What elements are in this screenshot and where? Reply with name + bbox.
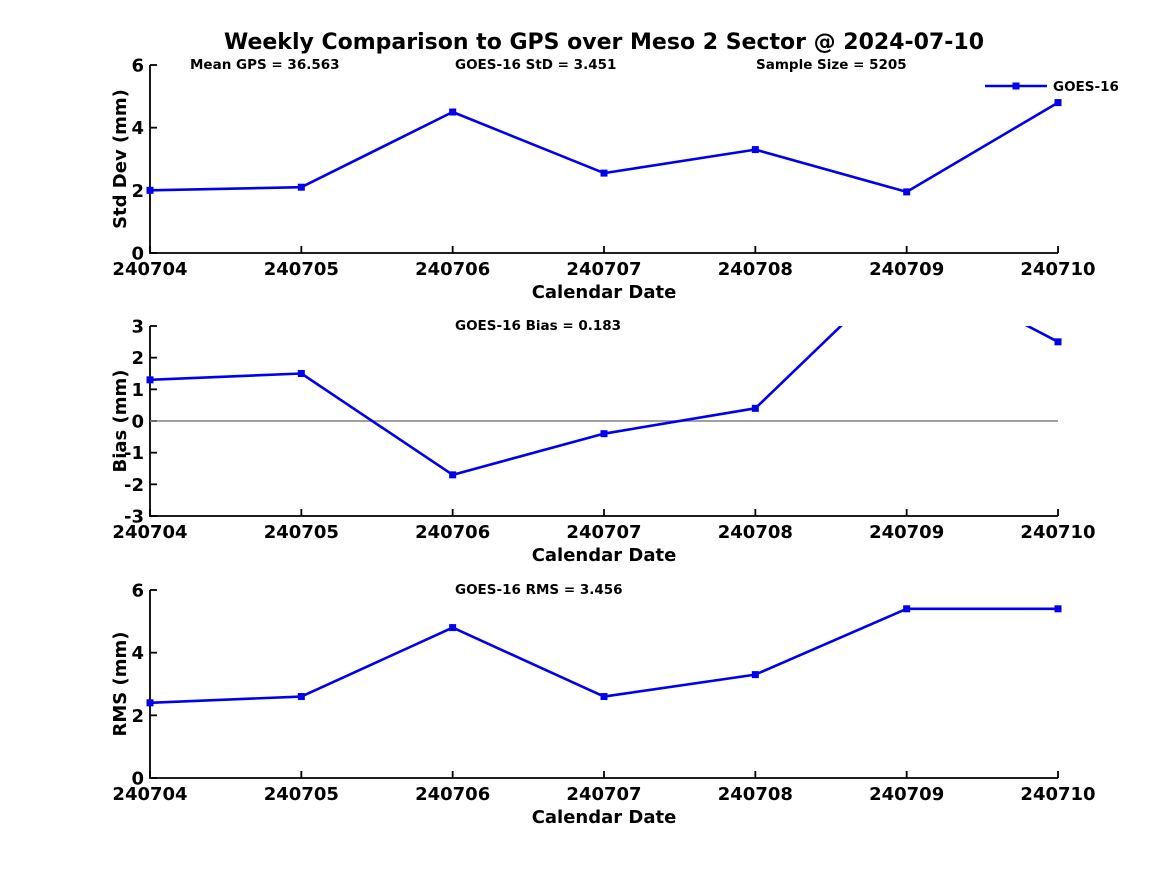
data-point-marker bbox=[146, 186, 154, 194]
x-tick-label: 240707 bbox=[566, 522, 641, 543]
data-point-marker bbox=[600, 169, 608, 177]
data-point-marker bbox=[297, 693, 305, 701]
y-tick-label: 2 bbox=[131, 181, 144, 202]
x-tick-label: 240704 bbox=[112, 259, 187, 280]
figure-title: Weekly Comparison to GPS over Meso 2 Sec… bbox=[224, 30, 984, 55]
subplot-annotation: GOES-16 StD = 3.451 bbox=[455, 57, 616, 73]
y-tick-label: 4 bbox=[131, 643, 144, 664]
x-tick-label: 240707 bbox=[566, 784, 641, 805]
data-point-marker bbox=[297, 370, 305, 377]
data-point-marker bbox=[146, 699, 154, 707]
x-tick-label: 240709 bbox=[869, 784, 944, 805]
data-point-marker bbox=[146, 376, 154, 384]
y-tick-label: -1 bbox=[124, 443, 144, 464]
x-tick-label: 240708 bbox=[718, 259, 793, 280]
data-point-marker bbox=[1054, 338, 1062, 346]
data-point-marker bbox=[751, 146, 759, 154]
x-axis-label: Calendar Date bbox=[532, 807, 677, 828]
data-point-marker bbox=[297, 183, 305, 191]
x-tick-label: 240710 bbox=[1020, 522, 1095, 543]
x-tick-label: 240706 bbox=[415, 784, 490, 805]
y-tick-label: 6 bbox=[131, 581, 144, 602]
series-line bbox=[149, 101, 1059, 194]
x-tick-label: 240709 bbox=[869, 522, 944, 543]
x-tick-label: 240708 bbox=[718, 784, 793, 805]
x-tick-label: 240710 bbox=[1020, 784, 1095, 805]
x-tick-label: 240706 bbox=[415, 259, 490, 280]
data-point-marker bbox=[903, 605, 911, 613]
x-tick-label: 240705 bbox=[264, 784, 339, 805]
data-point-marker bbox=[751, 671, 759, 679]
subplot-annotation: Sample Size = 5205 bbox=[756, 57, 907, 73]
data-point-marker bbox=[751, 404, 759, 412]
x-tick-label: 240710 bbox=[1020, 259, 1095, 280]
subplot-2: -3 -2 -1 0 1 2 3 240704 240705 240706 240707 240708… bbox=[110, 317, 1096, 567]
subplot-annotation: GOES-16 RMS = 3.456 bbox=[455, 582, 623, 598]
axes-frame bbox=[149, 65, 1058, 254]
legend-marker-icon bbox=[1012, 82, 1020, 90]
x-tick-label: 240704 bbox=[112, 522, 187, 543]
x-tick-label: 240705 bbox=[264, 259, 339, 280]
y-tick-label: 3 bbox=[131, 317, 144, 338]
y-tick-label: -2 bbox=[124, 475, 144, 496]
x-tick-label: 240705 bbox=[264, 522, 339, 543]
y-tick-label: 4 bbox=[131, 118, 144, 139]
y-tick-label: -3 bbox=[124, 507, 144, 528]
y-axis-label: Bias (mm) bbox=[110, 370, 131, 473]
data-point-marker bbox=[449, 471, 457, 479]
series-group bbox=[146, 326, 1062, 479]
axes-frame bbox=[149, 590, 1058, 779]
series-group bbox=[146, 605, 1062, 707]
data-point-marker bbox=[600, 693, 608, 701]
y-tick-label: 1 bbox=[131, 380, 144, 401]
y-axis-label: Std Dev (mm) bbox=[110, 89, 131, 229]
subplot-annotation: GOES-16 Bias = 0.183 bbox=[455, 318, 621, 334]
y-tick-label: 0 bbox=[131, 769, 144, 790]
x-tick-label: 240709 bbox=[869, 259, 944, 280]
legend-label: GOES-16 bbox=[1053, 79, 1119, 95]
y-tick-label: 6 bbox=[131, 56, 144, 77]
series-line bbox=[149, 607, 1058, 705]
data-point-marker bbox=[449, 108, 457, 116]
y-tick-label: 2 bbox=[131, 706, 144, 727]
x-axis-label: Calendar Date bbox=[532, 545, 677, 566]
legend: GOES-16 bbox=[985, 79, 1119, 95]
x-tick-label: 240704 bbox=[112, 784, 187, 805]
x-axis-label: Calendar Date bbox=[532, 282, 677, 303]
subplot-3: 0 2 4 6 240704 240705 240706 240707 240708 240709… bbox=[110, 581, 1096, 829]
data-point-marker bbox=[600, 430, 608, 438]
y-tick-label: 0 bbox=[131, 412, 144, 433]
data-point-marker bbox=[449, 624, 457, 632]
data-point-marker bbox=[1054, 99, 1062, 107]
x-tick-label: 240707 bbox=[566, 259, 641, 280]
data-point-marker bbox=[1054, 605, 1062, 613]
data-point-marker bbox=[903, 188, 911, 196]
y-tick-label: 0 bbox=[131, 244, 144, 265]
subplot-annotation: Mean GPS = 36.563 bbox=[190, 57, 340, 73]
x-tick-label: 240706 bbox=[415, 522, 490, 543]
series-group bbox=[146, 99, 1062, 196]
y-tick-label: 2 bbox=[131, 348, 144, 369]
subplot-1: 0 2 4 6 240704 240705 240706 240707 240708 240709… bbox=[110, 56, 1096, 304]
y-axis-label: RMS (mm) bbox=[110, 632, 131, 737]
x-tick-label: 240708 bbox=[718, 522, 793, 543]
